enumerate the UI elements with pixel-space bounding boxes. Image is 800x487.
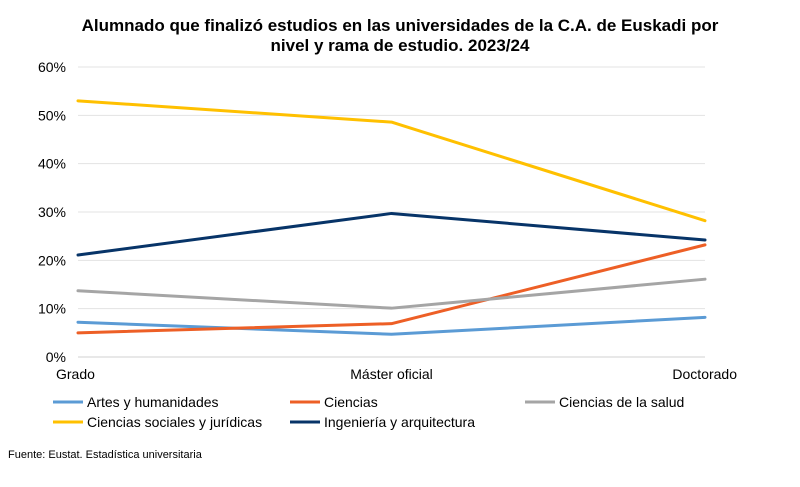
series-line-2 xyxy=(76,243,707,335)
y-tick-label: 30% xyxy=(38,204,66,220)
series-line-3 xyxy=(76,277,707,310)
x-tick-label: Doctorado xyxy=(672,366,737,382)
y-tick-label: 50% xyxy=(38,107,66,123)
x-axis-tick-labels: Grado Máster oficial Doctorado xyxy=(56,366,737,382)
legend: Artes y humanidades Ciencias Ciencias de l… xyxy=(53,394,684,430)
legend-label-5: Ingeniería y arquitectura xyxy=(324,414,475,430)
y-tick-label: 20% xyxy=(38,252,66,268)
source-note: Fuente: Eustat. Estadística universitari… xyxy=(8,449,203,461)
series-line-5 xyxy=(76,211,707,257)
legend-label-1: Artes y humanidades xyxy=(87,394,219,410)
y-tick-label: 0% xyxy=(46,349,66,365)
chart-title-line-2: nivel y rama de estudio. 2023/24 xyxy=(271,36,530,55)
legend-label-2: Ciencias xyxy=(324,394,378,410)
legend-label-3: Ciencias de la salud xyxy=(559,394,684,410)
y-tick-label: 10% xyxy=(38,301,66,317)
series-line-1 xyxy=(76,315,707,336)
series-line-4 xyxy=(76,99,707,223)
y-tick-label: 40% xyxy=(38,156,66,172)
y-tick-label: 60% xyxy=(38,59,66,75)
x-tick-label: Grado xyxy=(56,366,95,382)
chart-title-line-1: Alumnado que finalizó estudios en las un… xyxy=(82,16,719,35)
series-lines xyxy=(76,99,707,336)
x-tick-label: Máster oficial xyxy=(350,366,432,382)
y-axis-tick-labels: 0% 10% 20% 30% 40% 50% 60% xyxy=(38,59,66,365)
gridlines xyxy=(78,66,705,358)
legend-label-4: Ciencias sociales y jurídicas xyxy=(87,414,262,430)
